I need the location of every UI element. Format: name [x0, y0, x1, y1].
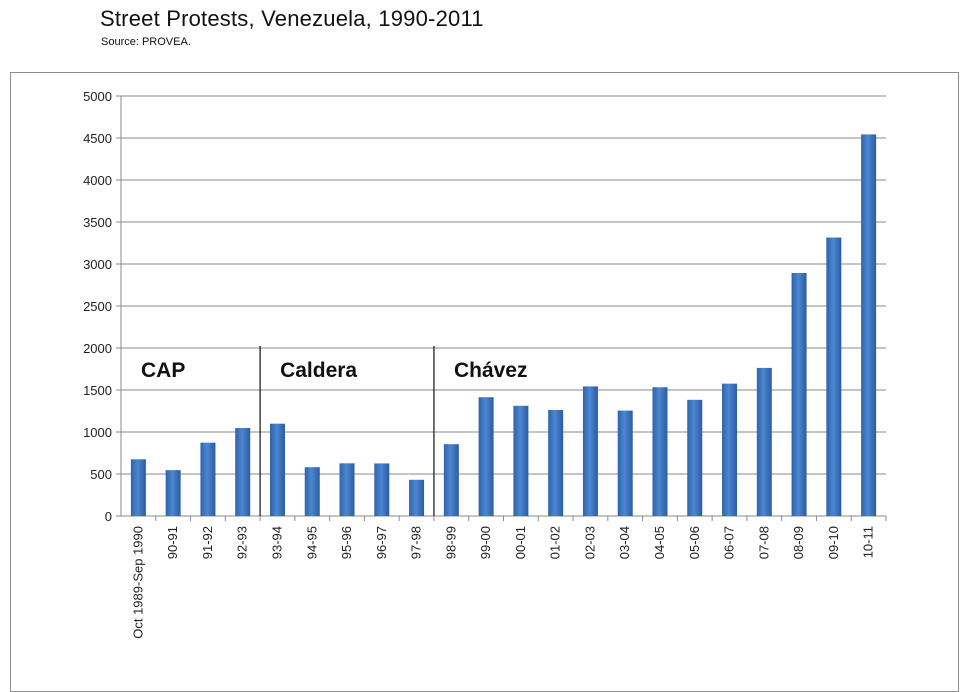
x-tick-labels: Oct 1989-Sep 1990 90-91 91-92 92-93 93-94 94-… [130, 526, 875, 639]
y-tick-label: 1000 [83, 425, 112, 440]
era-label: Caldera [280, 359, 357, 382]
bar [165, 470, 181, 516]
x-tick-label: 95-96 [339, 526, 354, 559]
bar [582, 386, 598, 516]
bar [478, 397, 494, 516]
x-tick-label: 92-93 [235, 526, 250, 559]
bar [791, 272, 807, 516]
bar-chart: 0 500 1000 1500 2000 2500 3000 3500 4000 4500 5000… [83, 89, 887, 639]
y-tick-label: 5000 [83, 89, 112, 104]
x-tick-label: 98-99 [443, 526, 458, 559]
x-tick-label: 94-95 [304, 526, 319, 559]
bar [235, 428, 251, 516]
x-tick-label: 96-97 [374, 526, 389, 559]
x-tick-label: 97-98 [409, 526, 424, 559]
bar [826, 237, 842, 517]
era-label: CAP [141, 359, 185, 382]
x-tick-label: 02-03 [582, 526, 597, 559]
bars [130, 134, 877, 517]
y-tick-label: 2500 [83, 299, 112, 314]
y-tick-labels: 0 500 1000 1500 2000 2500 3000 3500 4000 4500 5000 [83, 89, 112, 524]
x-tick-label: 09-10 [826, 526, 841, 559]
y-tick-label: 1500 [83, 383, 112, 398]
bar [130, 459, 146, 516]
y-tick-label: 4000 [83, 173, 112, 188]
bar [409, 479, 425, 516]
era-label: Chávez [454, 359, 528, 382]
gridlines [121, 95, 886, 475]
bar [443, 444, 459, 516]
x-tick-label: 90-91 [165, 526, 180, 559]
x-tick-label: 05-06 [687, 526, 702, 559]
y-tick-label: 0 [105, 509, 112, 524]
x-tick-label: 08-09 [791, 526, 806, 559]
x-tick-label: 03-04 [617, 526, 632, 559]
x-tick-label: 01-02 [548, 526, 563, 559]
bar [269, 423, 285, 516]
chart-source: Source: PROVEA. [101, 36, 191, 48]
bar [687, 399, 703, 516]
bar [756, 367, 772, 516]
y-tick-label: 2000 [83, 341, 112, 356]
y-tick-label: 500 [90, 467, 112, 482]
x-tick-label: Oct 1989-Sep 1990 [130, 526, 145, 639]
bar [304, 467, 320, 516]
x-tick-label: 06-07 [722, 526, 737, 559]
bar [374, 463, 390, 516]
x-tick-label: 07-08 [756, 526, 771, 559]
bar [617, 410, 633, 516]
chart-title: Street Protests, Venezuela, 1990-2011 [100, 6, 484, 31]
era-annotations: CAP Caldera Chávez [141, 346, 527, 516]
x-tick-label: 10-11 [861, 526, 876, 558]
bar [339, 463, 355, 516]
x-tick-label: 93-94 [269, 526, 284, 559]
y-tick-label: 3500 [83, 215, 112, 230]
bar [548, 409, 564, 516]
bar [513, 405, 529, 516]
bar [652, 387, 668, 516]
bar [861, 134, 877, 516]
x-tick-label: 00-01 [513, 526, 528, 559]
x-tick-label: 91-92 [200, 526, 215, 559]
y-tick-label: 3000 [83, 257, 112, 272]
bar [200, 442, 216, 516]
y-tick-label: 4500 [83, 131, 112, 146]
x-tick-label: 99-00 [478, 526, 493, 559]
bar [722, 383, 738, 516]
x-tick-label: 04-05 [652, 526, 667, 559]
